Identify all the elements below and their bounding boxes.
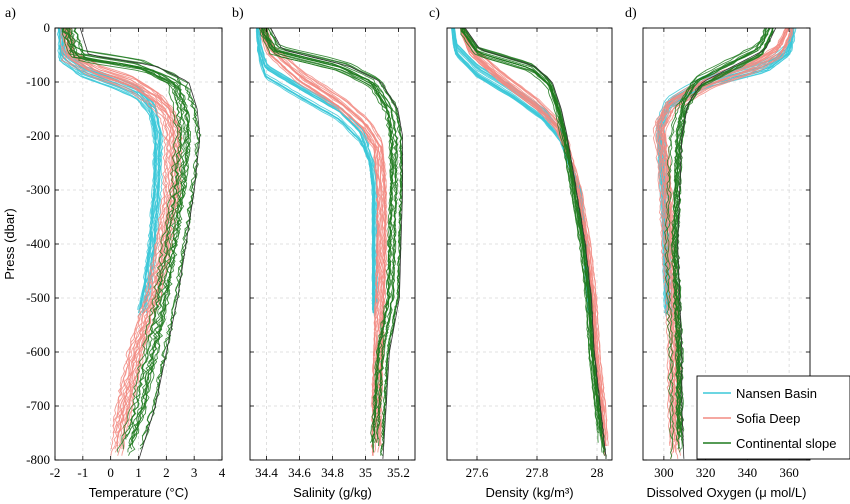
series-line-nansen-basin	[258, 28, 379, 307]
series-line-sofia-deep	[61, 28, 170, 450]
series-line-sofia-deep	[461, 28, 607, 447]
series-line-nansen-basin	[258, 28, 377, 314]
series-line-continental-slope	[462, 28, 599, 430]
panel-letter: c)	[429, 6, 440, 21]
series-line-sofia-deep	[63, 28, 172, 434]
series-line-continental-slope	[261, 28, 395, 443]
reference-profile	[79, 28, 201, 460]
x-tick-label: 2	[163, 465, 170, 480]
series-line-nansen-basin	[256, 28, 376, 304]
series-line-nansen-basin	[58, 28, 158, 307]
panel-letter: a)	[5, 6, 16, 21]
series-line-sofia-deep	[464, 28, 608, 440]
x-tick-label: 28	[591, 465, 604, 480]
x-axis-label: Density (kg/m³)	[485, 485, 573, 500]
x-tick-label: 340	[738, 465, 758, 480]
series-line-sofia-deep	[262, 28, 381, 434]
reference-profile	[270, 28, 403, 459]
x-tick-label: 300	[654, 465, 674, 480]
x-axis-label: Salinity (g/kg)	[293, 485, 372, 500]
legend-label: Nansen Basin	[736, 386, 817, 401]
x-tick-label: 1	[135, 465, 142, 480]
panel-3: 27.6 27.8 28 Density (kg/m³) c)	[429, 6, 613, 500]
x-tick-label: 4	[219, 465, 226, 480]
x-tick-label: 27.6	[466, 465, 489, 480]
x-tick-label: 35	[359, 465, 372, 480]
x-tick-label: -2	[50, 465, 61, 480]
series-line-continental-slope	[261, 28, 394, 443]
series-group	[56, 28, 202, 460]
series-line-nansen-basin	[56, 28, 156, 310]
series-line-continental-slope	[61, 28, 179, 453]
x-tick-label: 34.8	[321, 465, 344, 480]
x-tick-label: 34.4	[255, 465, 278, 480]
series-line-sofia-deep	[64, 28, 173, 434]
x-tick-label: 320	[696, 465, 716, 480]
series-group	[652, 28, 797, 460]
x-tick-label: 34.6	[288, 465, 311, 480]
series-line-nansen-basin	[258, 28, 378, 304]
panel-4: 300 320 340 360 Dissolved Oxygen (μ mol/L) d)	[625, 6, 811, 500]
series-line-sofia-deep	[264, 28, 386, 443]
series-line-sofia-deep	[665, 28, 794, 427]
series-line-continental-slope	[674, 28, 772, 431]
series-line-nansen-basin	[59, 28, 160, 304]
x-tick-label: 360	[779, 465, 799, 480]
series-line-continental-slope	[71, 28, 190, 450]
legend: Nansen Basin Sofia Deep Continental slope	[696, 375, 850, 460]
panel-letter: b)	[232, 6, 244, 21]
panel-letter: d)	[625, 6, 637, 21]
x-tick-label: 0	[107, 465, 114, 480]
series-line-sofia-deep	[261, 28, 382, 453]
x-tick-label: 35.2	[387, 465, 410, 480]
series-line-sofia-deep	[259, 28, 379, 456]
series-line-sofia-deep	[263, 28, 385, 453]
series-line-sofia-deep	[59, 28, 167, 427]
y-tick-label: -400	[26, 236, 50, 251]
y-tick-label: 0	[44, 20, 51, 35]
panel-2: 34.4 34.6 34.8 35 35.2 Salinity (g/kg) b)	[232, 6, 416, 500]
reference-profile	[677, 28, 777, 459]
panel-1: -2 -1 0 1 2 3 4 0 -100 -200 -300 -400 -500 -600 -700 -8…	[2, 6, 226, 500]
series-line-sofia-deep	[260, 28, 380, 453]
series-line-continental-slope	[461, 28, 603, 453]
grid	[250, 28, 415, 460]
series-line-sofia-deep	[261, 28, 379, 456]
reference-profile	[464, 28, 607, 459]
y-tick-label: -100	[26, 74, 50, 89]
series-line-continental-slope	[460, 28, 599, 443]
x-tick-label: 27.8	[526, 465, 549, 480]
x-tick-label: -1	[77, 465, 88, 480]
series-line-sofia-deep	[264, 28, 387, 447]
series-line-continental-slope	[664, 28, 766, 460]
y-tick-label: -300	[26, 182, 50, 197]
legend-label: Continental slope	[736, 436, 836, 451]
series-line-nansen-basin	[259, 28, 378, 304]
y-tick-label: -500	[26, 290, 50, 305]
legend-label: Sofia Deep	[736, 411, 800, 426]
series-line-continental-slope	[61, 28, 183, 437]
series-group	[451, 28, 609, 459]
series-line-continental-slope	[666, 28, 767, 440]
y-axis-label: Press (dbar)	[2, 208, 17, 280]
series-line-continental-slope	[64, 28, 187, 440]
x-axis-label: Dissolved Oxygen (μ mol/L)	[647, 485, 807, 500]
series-line-continental-slope	[266, 28, 404, 456]
series-line-sofia-deep	[461, 28, 606, 456]
y-tick-label: -700	[26, 398, 50, 413]
y-tick-label: -800	[26, 452, 50, 467]
y-tick-label: -200	[26, 128, 50, 143]
x-tick-label: 3	[191, 465, 198, 480]
series-line-continental-slope	[73, 28, 200, 437]
series-group	[255, 28, 404, 459]
series-line-nansen-basin	[256, 28, 374, 310]
series-line-continental-slope	[462, 28, 606, 456]
series-line-continental-slope	[261, 28, 398, 443]
y-tick-label: -600	[26, 344, 50, 359]
x-axis-label: Temperature (°C)	[89, 485, 189, 500]
